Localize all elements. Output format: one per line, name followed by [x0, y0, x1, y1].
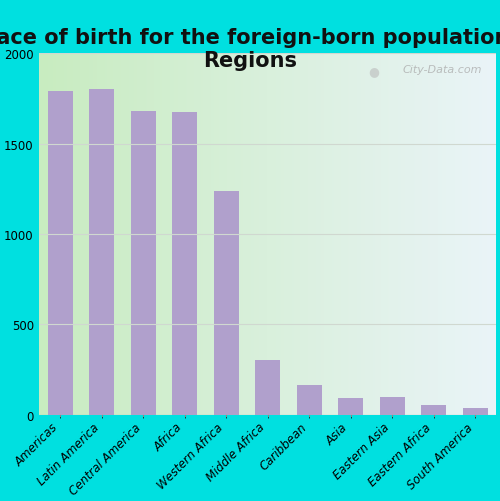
Bar [255, 360, 280, 415]
Bar [338, 399, 363, 415]
Bar [421, 405, 446, 415]
Text: Place of birth for the foreign-born population -
Regions: Place of birth for the foreign-born popu… [0, 28, 500, 71]
Bar [462, 408, 487, 415]
Bar [214, 191, 238, 415]
Bar [130, 112, 156, 415]
Bar [380, 398, 404, 415]
Bar [172, 113, 197, 415]
Text: ●: ● [368, 65, 380, 78]
Bar [48, 92, 72, 415]
Bar [296, 385, 322, 415]
Text: City-Data.com: City-Data.com [402, 65, 482, 75]
Bar [89, 90, 114, 415]
